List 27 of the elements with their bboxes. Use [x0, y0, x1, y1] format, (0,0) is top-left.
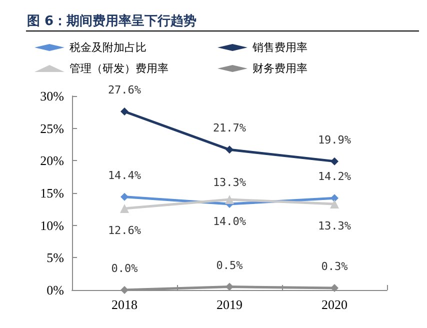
data-label: 0.3%	[321, 260, 348, 274]
x-tick-label: 2018	[112, 297, 138, 312]
y-tick-label: 5%	[46, 250, 64, 266]
y-tick-label: 10%	[40, 218, 64, 233]
data-label: 14.0%	[212, 214, 246, 228]
data-label: 21.7%	[212, 122, 246, 135]
y-tick-label: 25%	[40, 120, 64, 136]
data-label: 14.2%	[318, 170, 352, 184]
chart-title: 图 6：期间费用率呈下行趋势	[27, 13, 197, 29]
y-tick-label: 20%	[40, 153, 64, 168]
y-tick-label: 30%	[40, 88, 64, 104]
x-tick-label: 2020	[322, 297, 348, 312]
legend-label: 税金及附加占比	[70, 41, 146, 54]
legend-label: 管理（研发）费用率	[70, 62, 168, 75]
data-label: 27.6%	[108, 84, 142, 97]
data-label: 13.3%	[212, 176, 246, 189]
x-tick-label: 2019	[216, 297, 242, 312]
data-label: 12.6%	[108, 224, 142, 238]
data-label: 0.5%	[216, 258, 244, 272]
y-tick-label: 15%	[40, 186, 64, 200]
data-label: 13.3%	[318, 219, 352, 232]
data-label: 14.4%	[108, 168, 142, 182]
data-label: 19.9%	[318, 133, 352, 146]
legend-label: 销售费用率	[252, 41, 308, 54]
data-label: 0.0%	[111, 262, 138, 275]
legend-label: 财务费用率	[252, 62, 308, 75]
y-tick-label: 0%	[46, 282, 64, 298]
